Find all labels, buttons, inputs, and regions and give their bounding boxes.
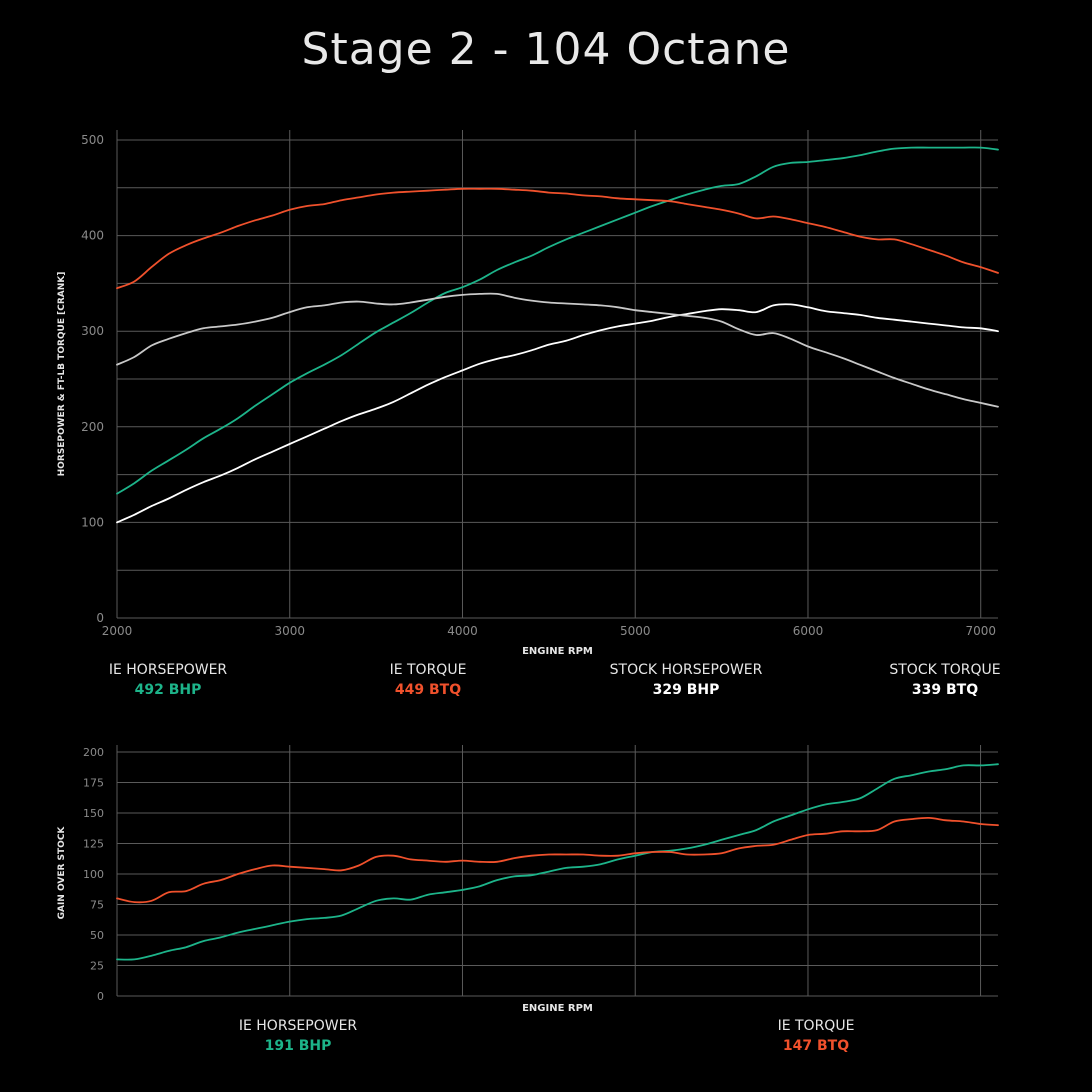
gain-legend-ie-torque-label: IE TORQUE (777, 1018, 855, 1034)
page-title: Stage 2 - 104 Octane (301, 24, 791, 75)
main-dyno-chart: 0 100 200 300 400 500 2000 3000 4000 5000 6000 7000… (57, 130, 999, 657)
series-line-ie-torque (116, 187, 999, 290)
y-tick-label: 75 (90, 899, 104, 912)
y-tick-label: 400 (81, 229, 104, 243)
gain-legend-ie-horsepower-label: IE HORSEPOWER (238, 1018, 358, 1034)
y-tick-label: 300 (81, 324, 104, 338)
x-tick-label: 5000 (620, 624, 651, 638)
y-tick-label: 200 (81, 420, 104, 434)
x-tick-label: 4000 (447, 624, 478, 638)
y-tick-label: 0 (96, 611, 104, 625)
legend-ie-torque-value: 449 BTQ (394, 682, 462, 698)
x-tick-label: 2000 (102, 624, 133, 638)
legend-ie-horsepower-value: 492 BHP (134, 682, 202, 698)
y-tick-label: 25 (90, 960, 104, 973)
gain-legend-ie-torque-value: 147 BTQ (782, 1038, 850, 1054)
legend-stock-torque-label: STOCK TORQUE (889, 662, 1001, 678)
y-axis-label: GAIN OVER STOCK (57, 826, 67, 920)
y-tick-label: 100 (83, 868, 104, 881)
series-line-stock-torque (116, 292, 999, 408)
y-axis-label: HORSEPOWER & FT-LB TORQUE [CRANK] (57, 272, 67, 477)
y-tick-label: 0 (97, 990, 104, 1003)
y-tick-label: 500 (81, 133, 104, 147)
series-line-ie-horsepower (116, 763, 999, 961)
y-tick-label: 150 (83, 807, 104, 820)
y-tick-label: 100 (81, 515, 104, 529)
gain-legend-ie-horsepower-value: 191 BHP (264, 1038, 332, 1054)
legend-ie-torque-label: IE TORQUE (389, 662, 467, 678)
series-line-stock-horsepower (116, 303, 999, 524)
legend-stock-horsepower-label: STOCK HORSEPOWER (609, 662, 763, 678)
x-axis-label: ENGINE RPM (522, 646, 593, 657)
series-line-ie-torque (116, 816, 999, 904)
series-line-ie-horsepower (116, 146, 999, 495)
gain-chart: 0 25 50 75 100 125 150 175 200 ENGINE RPM GAIN OVE… (57, 745, 999, 1014)
legend-ie-horsepower-label: IE HORSEPOWER (108, 662, 228, 678)
x-tick-label: 7000 (965, 624, 996, 638)
legend-stock-horsepower-value: 329 BHP (652, 682, 720, 698)
y-tick-label: 175 (83, 777, 104, 790)
y-tick-label: 200 (83, 746, 104, 759)
y-tick-label: 125 (83, 838, 104, 851)
y-tick-label: 50 (90, 929, 104, 942)
x-axis-label: ENGINE RPM (522, 1003, 593, 1014)
legend-stock-torque-value: 339 BTQ (911, 682, 979, 698)
x-tick-label: 6000 (793, 624, 824, 638)
x-tick-label: 3000 (274, 624, 305, 638)
